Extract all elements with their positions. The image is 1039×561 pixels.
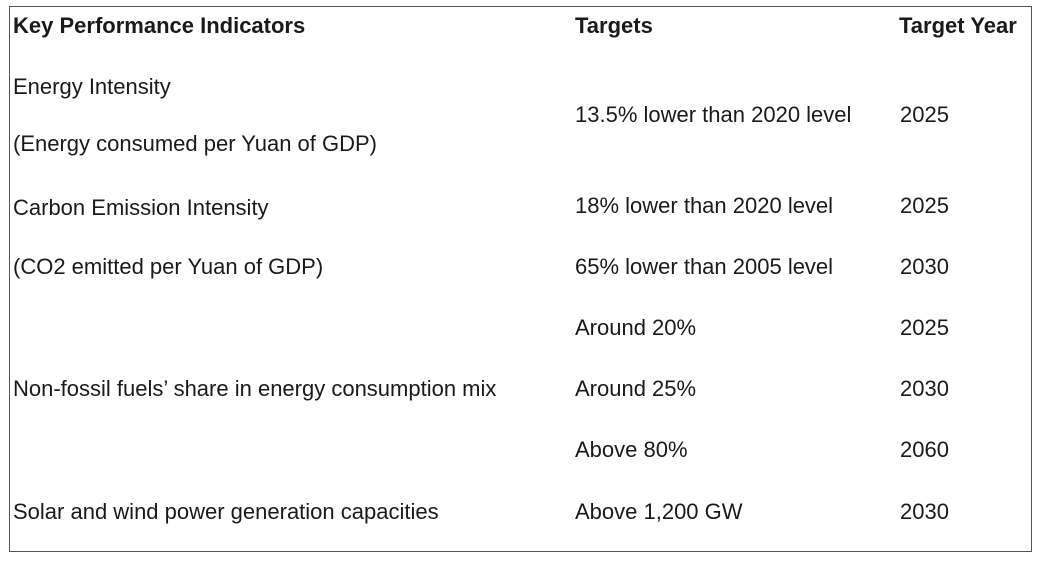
- year-carbon-2025: 2025: [900, 193, 949, 218]
- target-carbon-2030: 65% lower than 2005 level: [575, 254, 834, 279]
- target-nonfossil-2030: Around 25%: [575, 376, 697, 401]
- year-nonfossil-2030: 2030: [900, 376, 949, 401]
- header-indicators: Key Performance Indicators: [13, 13, 306, 38]
- target-solar-wind: Above 1,200 GW: [575, 499, 743, 524]
- header-targets: Targets: [575, 13, 653, 38]
- year-energy-intensity: 2025: [900, 102, 949, 127]
- target-carbon-2025: 18% lower than 2020 level: [575, 193, 834, 218]
- kpi-table-border: [9, 6, 1032, 552]
- indicator-solar-wind-capacity: Solar and wind power generation capaciti…: [13, 499, 439, 524]
- target-energy-intensity: 13.5% lower than 2020 level: [575, 102, 852, 127]
- indicator-nonfossil-share: Non-fossil fuels’ share in energy consum…: [13, 376, 497, 401]
- year-solar-wind: 2030: [900, 499, 949, 524]
- target-nonfossil-2060: Above 80%: [575, 437, 688, 462]
- header-target-year: Target Year: [899, 13, 1017, 38]
- year-carbon-2030: 2030: [900, 254, 949, 279]
- indicator-carbon-intensity-note: (CO2 emitted per Yuan of GDP): [13, 254, 324, 279]
- indicator-energy-intensity: Energy Intensity: [13, 74, 171, 99]
- year-nonfossil-2060: 2060: [900, 437, 949, 462]
- indicator-carbon-intensity: Carbon Emission Intensity: [13, 195, 269, 220]
- target-nonfossil-2025: Around 20%: [575, 315, 697, 340]
- indicator-energy-intensity-note: (Energy consumed per Yuan of GDP): [13, 131, 378, 156]
- year-nonfossil-2025: 2025: [900, 315, 949, 340]
